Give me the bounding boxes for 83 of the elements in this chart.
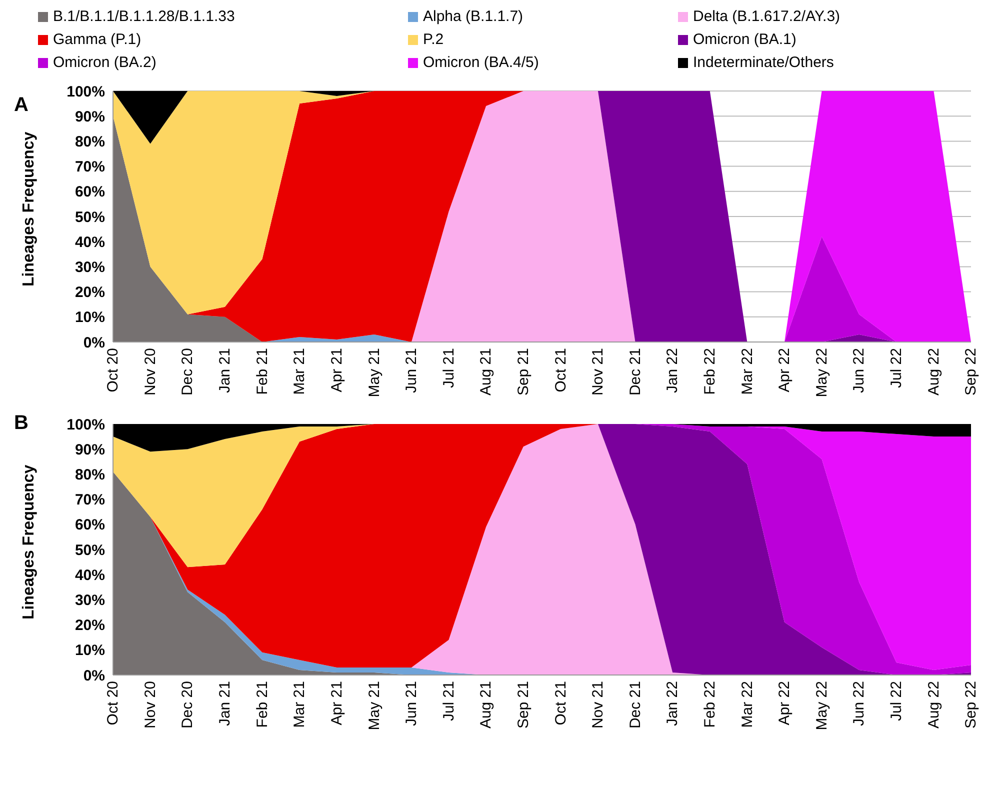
x-tick-label: Jul 22 — [888, 681, 906, 722]
x-tick-label: Dec 21 — [626, 348, 644, 396]
x-tick-label: Dec 21 — [626, 681, 644, 729]
y-tick-label: 100% — [66, 83, 105, 100]
x-tick-label: Nov 20 — [142, 681, 159, 729]
x-tick-label: Oct 21 — [552, 681, 570, 726]
y-tick-label: 0% — [83, 667, 105, 684]
legend-label: P.2 — [423, 31, 444, 48]
y-tick-label: 30% — [74, 592, 105, 610]
chart-title: B — [14, 412, 28, 435]
x-tick-label: Jan 21 — [216, 348, 234, 394]
x-tick-label: Aug 22 — [925, 348, 942, 396]
y-tick-label: 40% — [74, 566, 105, 584]
x-tick-label: Mar 21 — [291, 681, 308, 728]
y-tick-label: 50% — [74, 542, 105, 559]
x-tick-label: Sep 22 — [962, 681, 980, 729]
y-axis-title: Lineages Frequency — [20, 464, 38, 620]
x-tick-label: Nov 20 — [142, 348, 159, 396]
y-tick-label: 10% — [74, 642, 105, 660]
y-tick-label: 90% — [74, 441, 105, 458]
y-tick-label: 70% — [74, 492, 105, 509]
y-tick-label: 20% — [74, 617, 105, 634]
x-tick-label: Oct 20 — [104, 348, 122, 392]
y-tick-label: 50% — [74, 208, 105, 226]
x-tick-label: Jul 21 — [440, 681, 458, 722]
x-tick-label: Jun 21 — [403, 681, 420, 726]
x-tick-label: Jan 22 — [664, 348, 682, 394]
y-tick-label: 30% — [74, 259, 105, 276]
x-tick-label: Nov 21 — [590, 681, 607, 729]
x-tick-label: Apr 22 — [776, 681, 794, 726]
x-tick-label: Dec 20 — [179, 681, 196, 729]
x-tick-label: Oct 21 — [552, 348, 570, 392]
legend-label: Omicron (BA.1) — [693, 31, 796, 48]
legend-label: Omicron (BA.2) — [53, 54, 156, 71]
y-tick-label: 70% — [74, 158, 105, 176]
x-tick-label: Sep 22 — [962, 348, 980, 396]
x-tick-label: Apr 21 — [328, 348, 346, 392]
x-tick-label: Nov 21 — [590, 348, 607, 396]
x-tick-label: Apr 21 — [328, 681, 346, 726]
x-tick-label: Jun 21 — [403, 348, 420, 394]
legend-label: B.1/B.1.1/B.1.1.28/B.1.1.33 — [53, 8, 235, 25]
y-tick-label: 80% — [74, 466, 105, 484]
x-tick-label: Feb 21 — [254, 348, 271, 395]
x-tick-label: Sep 21 — [515, 348, 532, 396]
chart-title: A — [14, 94, 28, 117]
y-tick-label: 60% — [74, 516, 105, 534]
y-tick-label: 10% — [74, 309, 105, 326]
x-tick-label: Aug 21 — [478, 348, 495, 396]
x-tick-label: Jun 22 — [850, 348, 868, 394]
y-tick-label: 60% — [74, 184, 105, 201]
x-tick-label: Aug 21 — [478, 681, 495, 729]
y-axis-title: Lineages Frequency — [20, 132, 38, 286]
x-tick-label: Mar 22 — [738, 348, 756, 395]
legend-label: Gamma (P.1) — [53, 31, 142, 48]
x-tick-label: May 21 — [366, 348, 383, 398]
x-tick-label: Feb 22 — [702, 681, 719, 728]
x-tick-label: May 21 — [366, 681, 383, 730]
legend-label: Indeterminate/Others — [693, 54, 834, 71]
y-tick-label: 90% — [74, 108, 105, 126]
x-tick-label: Sep 21 — [515, 681, 532, 729]
x-tick-label: Jul 21 — [440, 348, 458, 388]
y-tick-label: 0% — [83, 334, 105, 352]
legend-label: Omicron (BA.4/5) — [423, 54, 539, 71]
x-tick-label: Dec 20 — [179, 348, 196, 396]
x-tick-label: Feb 22 — [702, 348, 719, 395]
y-tick-label: 100% — [66, 416, 105, 434]
x-tick-label: Apr 22 — [776, 348, 794, 392]
x-tick-label: Mar 22 — [738, 681, 756, 728]
y-tick-label: 40% — [74, 234, 105, 251]
x-tick-label: Jan 22 — [664, 681, 682, 726]
x-tick-label: Oct 20 — [104, 681, 122, 726]
x-tick-label: Jan 21 — [216, 681, 234, 726]
x-tick-label: Mar 21 — [291, 348, 308, 395]
x-tick-label: Jun 22 — [850, 681, 868, 726]
x-tick-label: May 22 — [813, 348, 830, 398]
x-tick-label: Aug 22 — [925, 681, 942, 729]
legend-label: Delta (B.1.617.2/AY.3) — [693, 8, 840, 25]
y-tick-label: 20% — [74, 284, 105, 302]
legend-label: Alpha (B.1.1.7) — [423, 8, 524, 25]
x-tick-label: Feb 21 — [254, 681, 271, 728]
x-tick-label: Jul 22 — [888, 348, 906, 388]
y-tick-label: 80% — [74, 134, 105, 151]
x-tick-label: May 22 — [813, 681, 830, 730]
